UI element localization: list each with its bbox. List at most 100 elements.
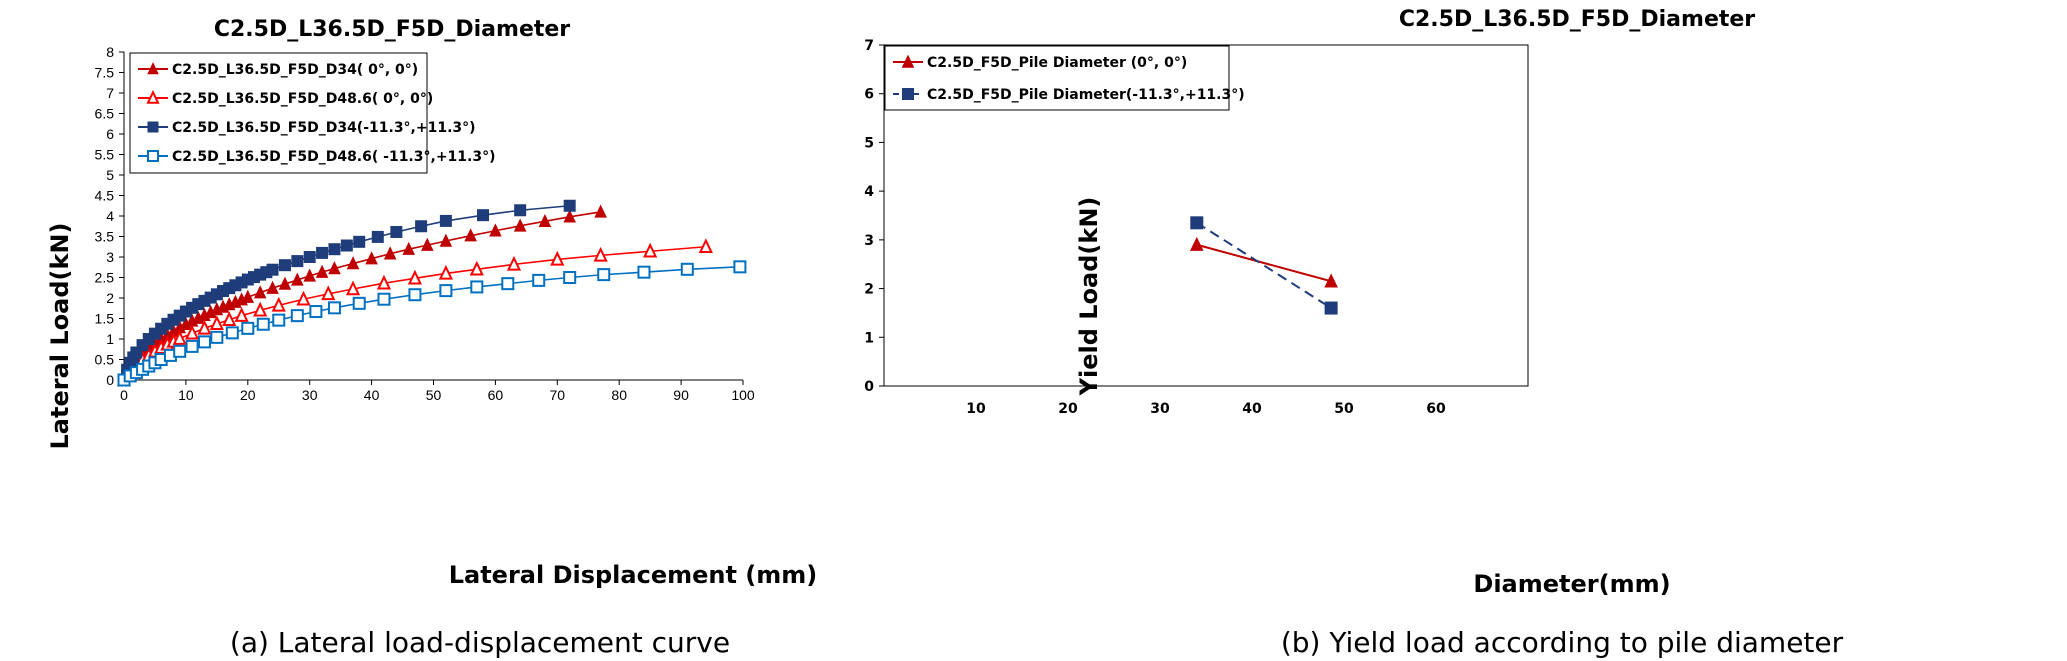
chart-b-xlabel: Diameter(mm) <box>1473 570 1670 598</box>
data-point <box>328 243 341 256</box>
data-point <box>643 242 658 258</box>
legend-box <box>129 52 428 174</box>
data-point <box>563 199 576 212</box>
y-tick-label: 7 <box>106 85 114 101</box>
x-tick-label: 10 <box>178 387 194 403</box>
y-tick-label: 3 <box>106 249 114 265</box>
data-point <box>315 264 329 278</box>
data-point <box>271 296 286 312</box>
series-line <box>1196 221 1332 309</box>
data-point <box>1190 236 1204 251</box>
y-tick-label: 1 <box>864 330 874 346</box>
data-point <box>501 277 515 291</box>
y-tick-label: 4 <box>864 184 874 200</box>
y-tick-label: 1.5 <box>95 311 115 327</box>
data-point <box>340 239 353 252</box>
x-tick-label: 30 <box>302 387 318 403</box>
y-tick-label: 5 <box>106 167 114 183</box>
y-tick-label: 7 <box>864 38 874 54</box>
data-point <box>439 284 453 298</box>
legend-marker <box>901 54 915 68</box>
data-point <box>464 228 477 242</box>
data-point <box>402 241 416 255</box>
data-point <box>328 261 341 275</box>
data-point <box>185 339 199 353</box>
data-point <box>173 344 187 358</box>
legend-entry: C2.5D_F5D_Pile Diameter (0°, 0°) <box>927 55 1187 71</box>
data-point <box>469 260 484 276</box>
x-tick-label: 50 <box>1334 401 1354 417</box>
x-tick-label: 100 <box>731 387 755 403</box>
y-tick-label: 4.5 <box>95 188 115 204</box>
legend-box <box>884 45 1230 111</box>
y-tick-label: 5 <box>864 135 874 151</box>
x-tick-label: 70 <box>550 387 566 403</box>
data-point <box>376 274 392 290</box>
series-2 <box>1190 216 1338 315</box>
x-tick-label: 20 <box>1058 401 1078 417</box>
data-point <box>365 251 378 265</box>
data-point <box>470 280 484 294</box>
y-tick-label: 0 <box>106 372 114 388</box>
data-point <box>550 250 565 266</box>
data-point <box>234 307 249 322</box>
y-tick-label: 3 <box>864 233 874 249</box>
data-point <box>408 288 422 302</box>
data-point <box>241 289 255 303</box>
data-point <box>489 223 502 237</box>
data-point <box>637 265 651 279</box>
data-point <box>130 346 143 359</box>
data-point <box>309 305 323 319</box>
legend-entry: C2.5D_L36.5D_F5D_D48.6( 0°, 0°) <box>172 91 433 107</box>
x-tick-label: 60 <box>488 387 504 403</box>
data-point <box>136 339 149 352</box>
data-point <box>532 273 546 287</box>
data-point <box>383 246 397 260</box>
x-tick-label: 30 <box>1150 401 1170 417</box>
data-point <box>680 262 694 276</box>
data-point <box>272 313 286 327</box>
chart-a-caption: (a) Lateral load-displacement curve <box>230 626 730 659</box>
data-point <box>172 330 187 345</box>
data-point <box>563 209 576 223</box>
legend-entry: C2.5D_F5D_Pile Diameter(-11.3°,+11.3°) <box>927 87 1245 103</box>
data-point <box>327 301 341 315</box>
data-point <box>594 204 607 218</box>
data-point <box>209 315 224 331</box>
x-tick-label: 90 <box>673 387 689 403</box>
data-point <box>303 251 316 263</box>
data-point <box>597 268 611 282</box>
data-point <box>538 213 552 228</box>
data-point <box>197 335 211 349</box>
series-line <box>1196 243 1332 283</box>
x-tick-label: 20 <box>240 387 256 403</box>
y-tick-label: 8 <box>106 44 114 60</box>
data-point <box>222 311 237 326</box>
y-tick-label: 6 <box>106 126 114 142</box>
data-point <box>256 317 270 331</box>
chart-b-series <box>1190 216 1338 315</box>
legend-marker <box>147 150 159 162</box>
legend-entry: C2.5D_L36.5D_F5D_D34(-11.3°,+11.3°) <box>172 120 476 136</box>
legend-marker <box>902 88 914 100</box>
series-3 <box>118 199 576 386</box>
data-point <box>513 218 527 232</box>
x-tick-label: 10 <box>966 401 986 417</box>
data-point <box>296 290 311 306</box>
data-point <box>345 280 361 296</box>
data-point <box>421 237 434 251</box>
chart-a-title: C2.5D_L36.5D_F5D_Diameter <box>214 17 570 42</box>
y-tick-label: 2 <box>106 290 114 306</box>
data-point <box>278 259 291 272</box>
data-point <box>210 330 224 344</box>
data-point <box>371 230 384 243</box>
data-point <box>1324 301 1338 315</box>
data-point <box>377 292 391 306</box>
chart-b-caption: (b) Yield load according to pile diamete… <box>1281 626 1844 659</box>
data-point <box>407 269 423 285</box>
data-point <box>253 285 267 299</box>
data-point <box>266 280 279 294</box>
y-tick-label: 6 <box>864 87 874 103</box>
data-point <box>197 319 212 335</box>
data-point <box>346 256 360 270</box>
